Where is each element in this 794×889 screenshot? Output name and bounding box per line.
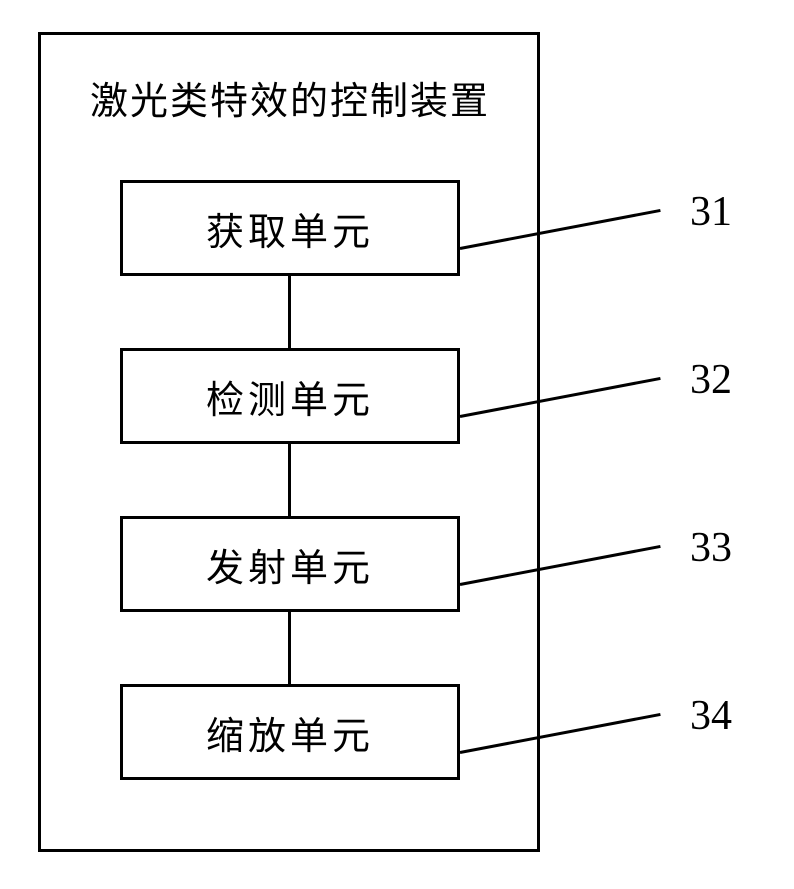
- reference-label: 32: [690, 356, 732, 404]
- unit-box-scale: 缩放单元: [120, 684, 460, 780]
- unit-label: 发射单元: [206, 537, 374, 592]
- diagram-canvas: 激光类特效的控制装置 获取单元 检测单元 发射单元 缩放单元 31 32 33 …: [0, 0, 794, 889]
- diagram-title: 激光类特效的控制装置: [60, 70, 520, 125]
- unit-label: 检测单元: [206, 369, 374, 424]
- connector-line: [288, 612, 291, 684]
- unit-label: 缩放单元: [206, 705, 374, 760]
- unit-box-detect: 检测单元: [120, 348, 460, 444]
- unit-box-emit: 发射单元: [120, 516, 460, 612]
- reference-label: 31: [690, 188, 732, 236]
- unit-box-acquire: 获取单元: [120, 180, 460, 276]
- connector-line: [288, 444, 291, 516]
- unit-label: 获取单元: [206, 201, 374, 256]
- connector-line: [288, 276, 291, 348]
- reference-label: 33: [690, 524, 732, 572]
- reference-label: 34: [690, 692, 732, 740]
